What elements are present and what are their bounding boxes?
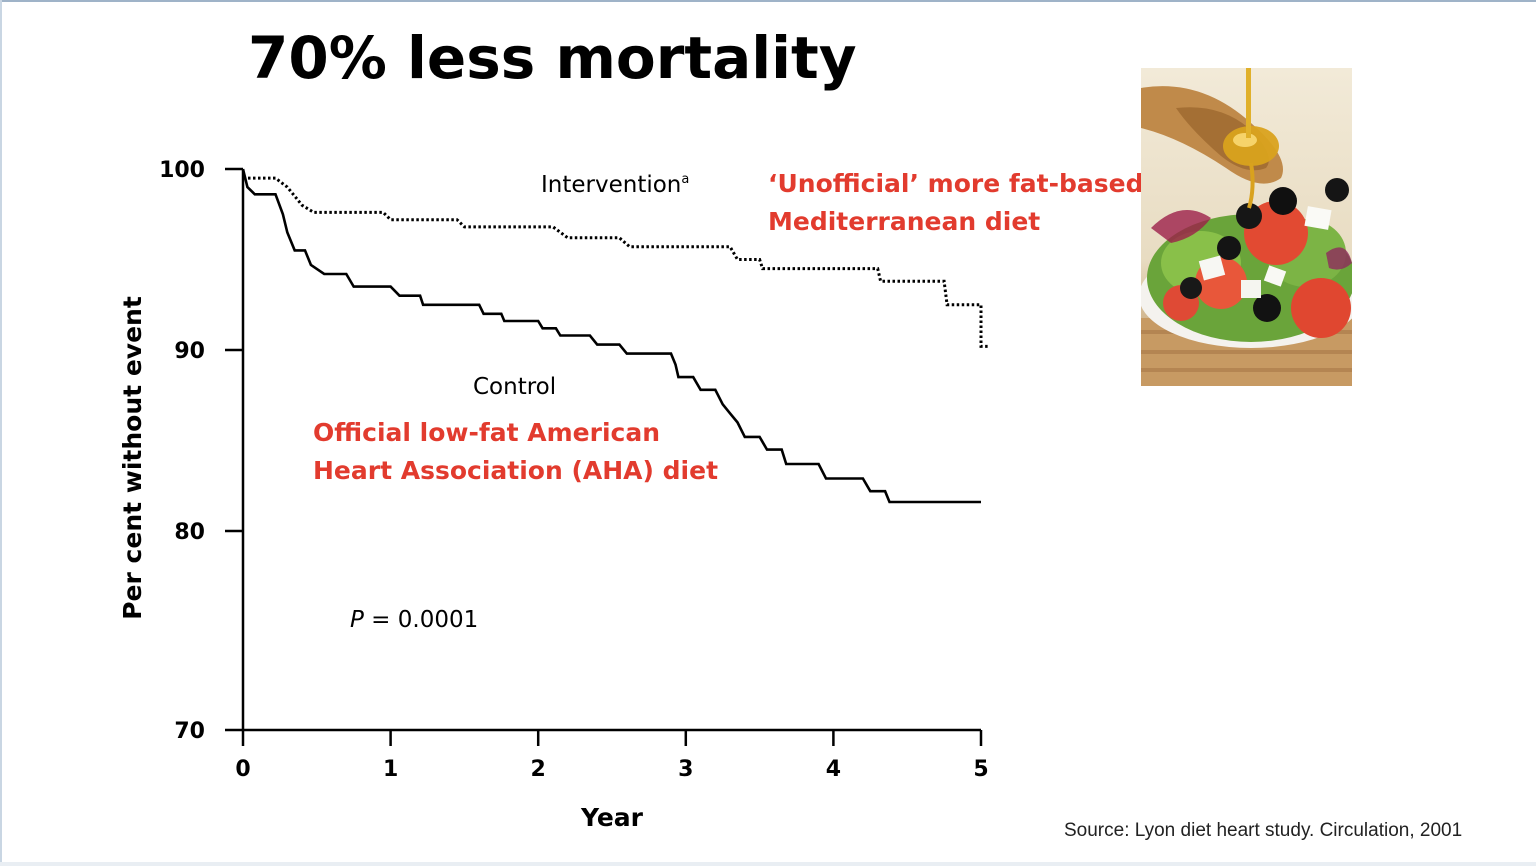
series-line-intervention [243, 176, 989, 348]
p-value-symbol: P [350, 607, 364, 633]
y-tick-label-100: 100 [159, 158, 205, 183]
window-frame-top [0, 0, 1536, 2]
x-tick-label-3: 3 [678, 757, 693, 782]
series-line-control [241, 168, 981, 504]
p-value-label: P = 0.0001 [350, 607, 478, 633]
intervention-annotation-line1: ‘Unofficial’ more fat-based [768, 169, 1143, 198]
x-axis-label: Year [580, 803, 644, 832]
y-tick-label-80: 80 [174, 520, 205, 545]
series-label-intervention: Interventiona [541, 172, 689, 198]
window-frame-bottom [0, 862, 1536, 866]
chart-series [241, 168, 989, 504]
x-tick-label-2: 2 [531, 757, 546, 782]
chart-labels: Year Per cent without event Interventiona C… [118, 169, 1143, 832]
x-tick-label-4: 4 [826, 757, 841, 782]
intervention-annotation-line2: Mediterranean diet [768, 207, 1040, 236]
salad-illustration [1141, 68, 1352, 386]
x-tick-label-0: 0 [235, 757, 250, 782]
control-annotation-line2: Heart Association (AHA) diet [313, 456, 718, 485]
control-annotation-line1: Official low-fat American [313, 418, 660, 447]
x-tick-label-5: 5 [973, 757, 988, 782]
window-frame-left [0, 0, 2, 866]
y-tick-label-70: 70 [174, 719, 205, 744]
y-tick-label-90: 90 [174, 339, 205, 364]
p-value-number: = 0.0001 [364, 607, 478, 633]
salad-olive-oil-image [1141, 68, 1352, 386]
x-tick-label-1: 1 [383, 757, 398, 782]
series-label-control: Control [473, 374, 556, 400]
y-axis-label: Per cent without event [118, 296, 147, 620]
intervention-superscript: a [681, 172, 689, 187]
chart-axes: 100 90 80 70 0 1 2 3 4 5 [159, 158, 989, 782]
slide-title: 70% less mortality [248, 24, 857, 92]
source-citation: Source: Lyon diet heart study. Circulati… [1064, 820, 1463, 841]
